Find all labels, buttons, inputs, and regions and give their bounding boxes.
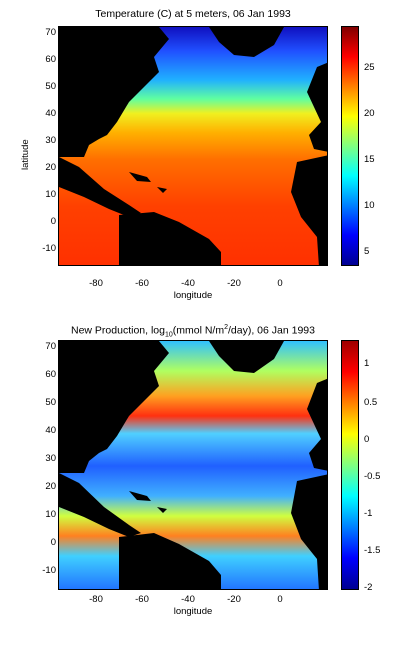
- x-tick-label: -40: [181, 278, 195, 289]
- new-production-map-panel: New Production, log10(mmol N/m2/day), 06…: [0, 318, 400, 628]
- x-tick-label: -60: [135, 594, 149, 605]
- new-production-map-title: New Production, log10(mmol N/m2/day), 06…: [58, 324, 328, 339]
- new-production-colorbar: [341, 340, 359, 590]
- colorbar-tick-label: 1: [364, 358, 370, 369]
- colorbar-tick-label: -1: [364, 508, 373, 519]
- temperature-map-xlabel: longitude: [173, 290, 213, 301]
- temperature-map-panel: Temperature (C) at 5 meters, 06 Jan 1993: [0, 0, 400, 310]
- y-tick-label: 50: [45, 81, 56, 92]
- x-tick-label: 0: [277, 594, 283, 605]
- y-tick-label: 30: [45, 453, 56, 464]
- y-tick-label: 70: [45, 27, 56, 38]
- new-production-map-svg: [59, 341, 327, 589]
- y-tick-label: 20: [45, 481, 56, 492]
- y-tick-label: 40: [45, 108, 56, 119]
- colorbar-tick-label: 10: [364, 200, 375, 211]
- y-tick-label: 0: [50, 216, 56, 227]
- title-subscript: 10: [164, 331, 173, 339]
- y-tick-label: 40: [45, 425, 56, 436]
- temperature-map-title: Temperature (C) at 5 meters, 06 Jan 1993: [95, 8, 291, 20]
- colorbar-tick-label: -2: [364, 582, 373, 593]
- title-prefix: New Production, log: [71, 324, 165, 337]
- y-tick-label: 20: [45, 162, 56, 173]
- x-tick-label: -80: [89, 594, 103, 605]
- x-tick-label: -20: [227, 278, 241, 289]
- y-tick-label: 10: [45, 509, 56, 520]
- new-production-map-xlabel: longitude: [173, 606, 213, 617]
- y-tick-label: 50: [45, 397, 56, 408]
- colorbar-tick-label: 20: [364, 108, 375, 119]
- x-tick-label: -40: [181, 594, 195, 605]
- title-suffix: /day), 06 Jan 1993: [228, 324, 315, 337]
- colorbar-tick-label: 0: [364, 434, 370, 445]
- temperature-map-ylabel: latitude: [20, 139, 31, 170]
- x-tick-label: 0: [277, 278, 283, 289]
- colorbar-tick-label: 25: [364, 62, 375, 73]
- temperature-map-svg: [59, 27, 327, 265]
- temperature-map: [58, 26, 328, 266]
- new-production-map: [58, 340, 328, 590]
- y-tick-label: -10: [42, 243, 56, 254]
- colorbar-tick-label: -0.5: [364, 471, 381, 482]
- title-mid: (mmol N/m: [172, 324, 225, 337]
- colorbar-tick-label: 15: [364, 154, 375, 165]
- temperature-colorbar: [341, 26, 359, 266]
- y-tick-label: 60: [45, 54, 56, 65]
- y-tick-label: -10: [42, 565, 56, 576]
- x-tick-label: -20: [227, 594, 241, 605]
- y-tick-label: 0: [50, 537, 56, 548]
- y-tick-label: 60: [45, 369, 56, 380]
- x-tick-label: -80: [89, 278, 103, 289]
- colorbar-tick-label: -1.5: [364, 545, 381, 556]
- y-tick-label: 30: [45, 135, 56, 146]
- y-tick-label: 70: [45, 341, 56, 352]
- title-superscript: 2: [224, 324, 228, 331]
- colorbar-tick-label: 0.5: [364, 397, 378, 408]
- y-tick-label: 10: [45, 189, 56, 200]
- x-tick-label: -60: [135, 278, 149, 289]
- colorbar-tick-label: 5: [364, 246, 370, 257]
